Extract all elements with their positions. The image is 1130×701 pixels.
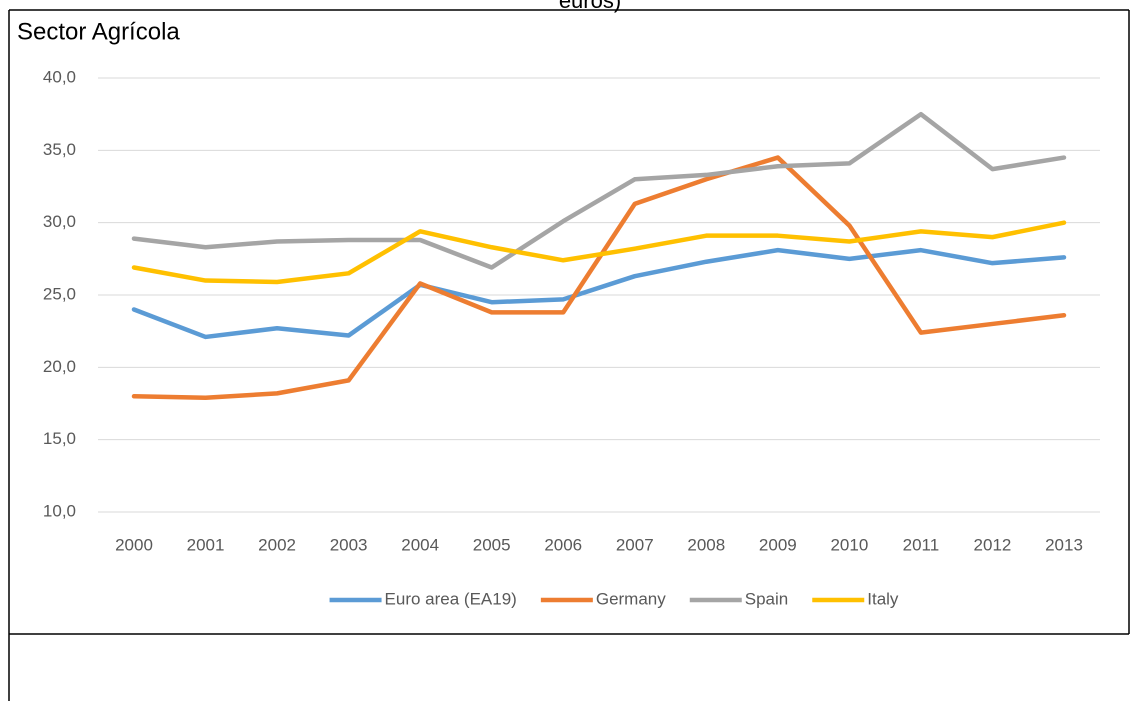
y-tick-label: 10,0	[43, 501, 76, 520]
series-line	[131, 155, 1067, 400]
chart-title: Sector Agrícola	[17, 18, 180, 45]
x-tick-label: 2013	[1045, 535, 1083, 554]
y-tick-label: 40,0	[43, 67, 76, 86]
x-tick-label: 2002	[258, 535, 296, 554]
legend-label: Italy	[867, 589, 899, 608]
x-tick-label: 2005	[473, 535, 511, 554]
series-line	[131, 247, 1067, 340]
y-tick-label: 35,0	[43, 140, 76, 159]
y-tick-label: 20,0	[43, 357, 76, 376]
series-line	[131, 220, 1067, 285]
y-tick-label: 15,0	[43, 429, 76, 448]
x-tick-label: 2003	[330, 535, 368, 554]
y-tick-label: 30,0	[43, 212, 76, 231]
x-tick-label: 2012	[974, 535, 1012, 554]
x-tick-label: 2010	[830, 535, 868, 554]
x-tick-label: 2000	[115, 535, 153, 554]
page-caption: euros)	[559, 0, 621, 13]
x-tick-label: 2006	[544, 535, 582, 554]
y-tick-label: 25,0	[43, 284, 76, 303]
series-line	[131, 111, 1067, 270]
x-tick-label: 2007	[616, 535, 654, 554]
x-tick-label: 2001	[187, 535, 225, 554]
legend-label: Euro area (EA19)	[385, 589, 517, 608]
legend-label: Germany	[596, 589, 666, 608]
x-tick-label: 2004	[401, 535, 439, 554]
x-tick-label: 2009	[759, 535, 797, 554]
x-tick-label: 2011	[903, 535, 940, 554]
legend-label: Spain	[745, 589, 788, 608]
x-tick-label: 2008	[687, 535, 725, 554]
